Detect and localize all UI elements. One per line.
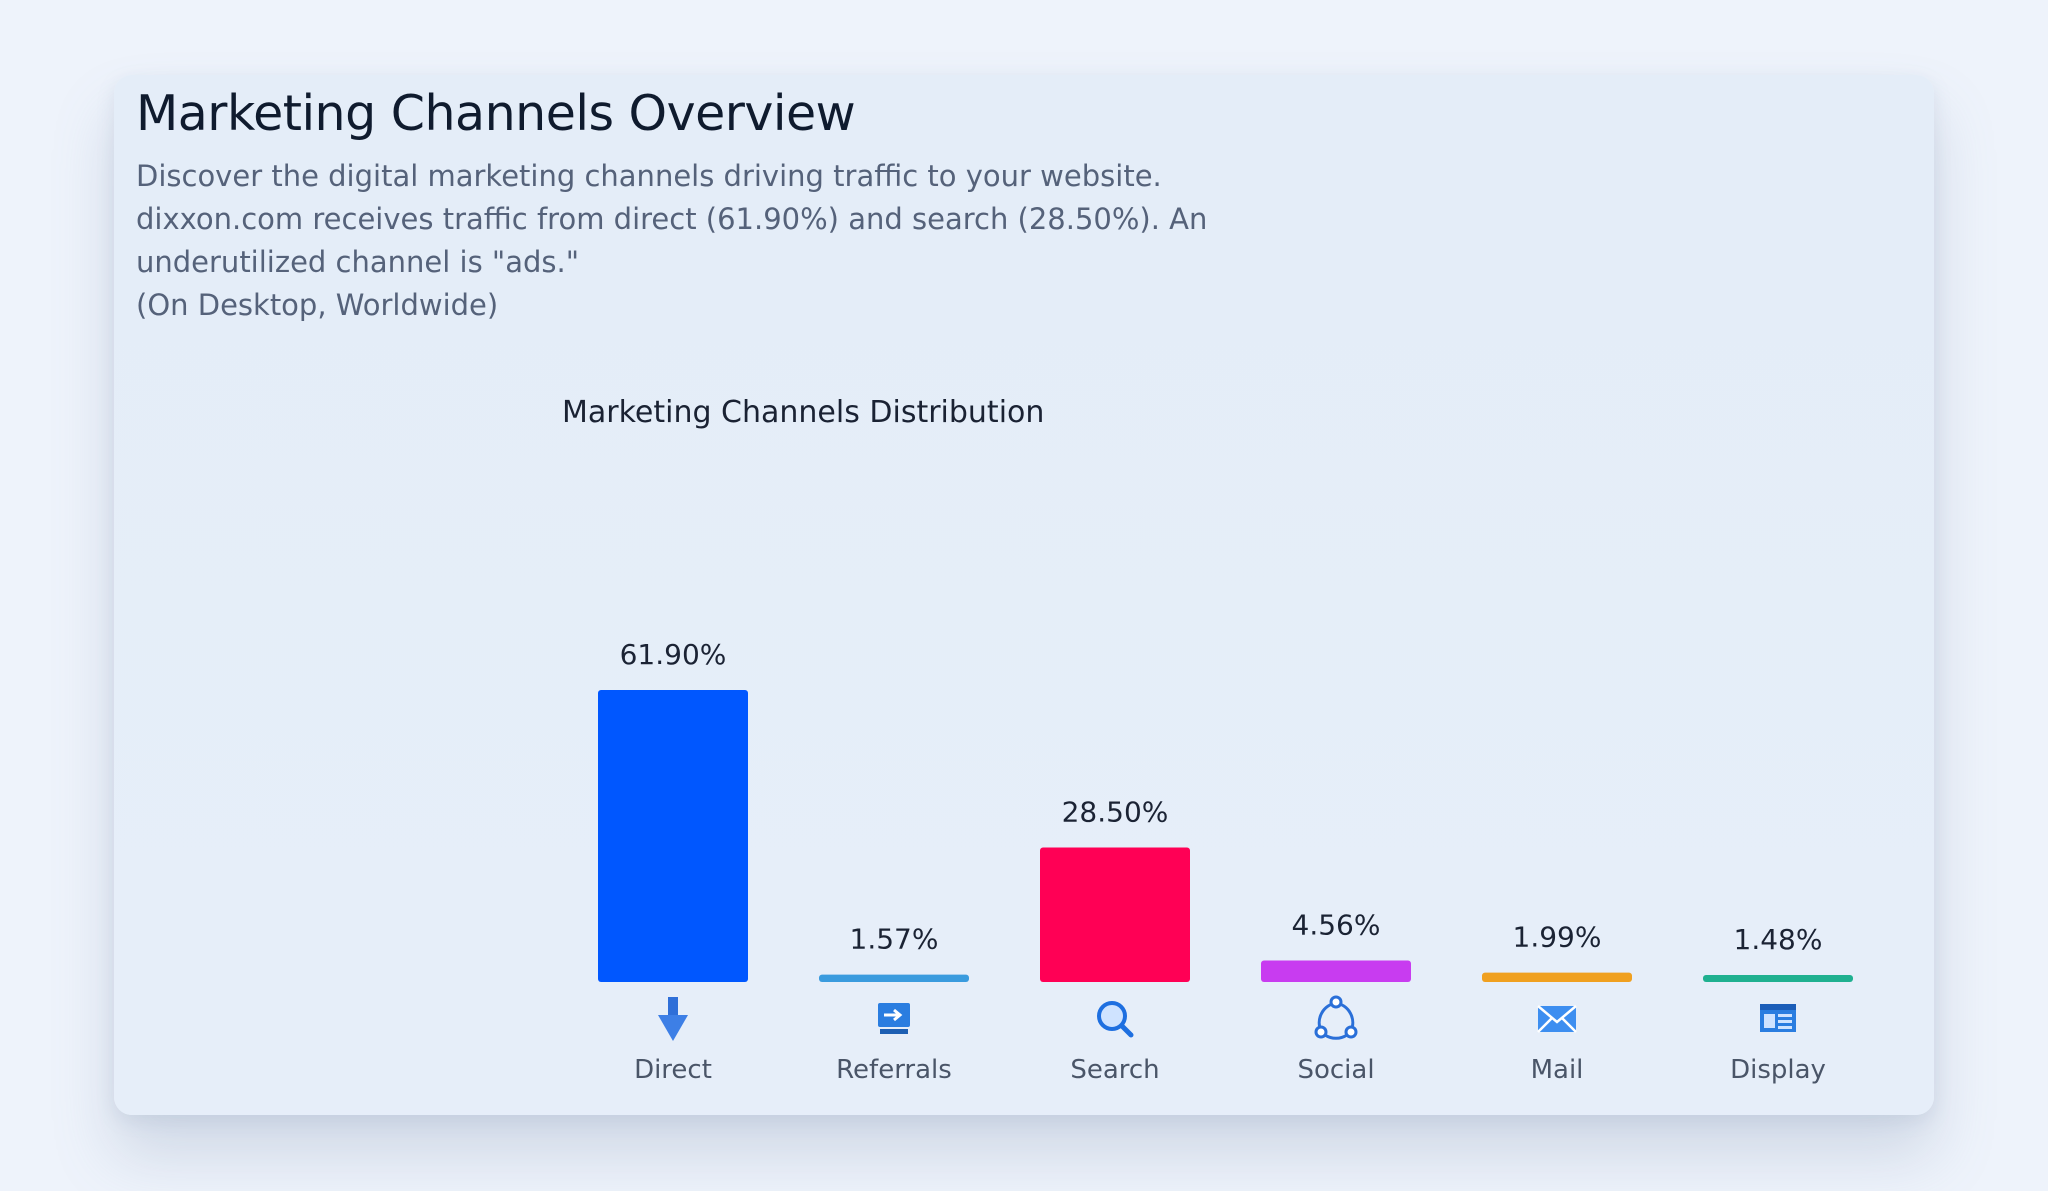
bar-referrals[interactable] [819,974,969,982]
mail-icon [1537,1005,1577,1033]
marketing-channels-card: Marketing Channels Overview Discover the… [114,75,1934,1115]
bar-value-label-direct: 61.90% [620,638,727,671]
bar-value-label-mail: 1.99% [1513,921,1602,954]
card-description: Discover the digital marketing channels … [136,159,1208,279]
category-label-display: Display [1730,1055,1826,1085]
category-label-referrals: Referrals [836,1055,952,1085]
bar-search[interactable] [1040,847,1190,982]
bar-mail[interactable] [1482,972,1632,982]
category-label-mail: Mail [1531,1055,1584,1085]
bar-value-label-social: 4.56% [1292,908,1381,941]
category-label-search: Search [1070,1055,1159,1085]
bar-value-label-display: 1.48% [1734,923,1823,956]
bar-value-label-referrals: 1.57% [850,923,939,956]
social-share-icon [1314,995,1358,1040]
card-title: Marketing Channels Overview [136,85,856,142]
category-label-direct: Direct [634,1055,712,1085]
search-icon [1097,1001,1134,1038]
arrow-down-icon [658,997,688,1041]
bar-social[interactable] [1261,960,1411,982]
referral-screen-icon [878,1003,910,1034]
bar-display[interactable] [1703,975,1853,982]
bar-value-label-search: 28.50% [1062,796,1169,829]
category-label-social: Social [1297,1055,1374,1085]
display-icon [1760,1004,1796,1032]
bar-direct[interactable] [598,690,748,982]
chart-title: Marketing Channels Distribution [562,395,1045,430]
card-scope-note: (On Desktop, Worldwide) [136,288,499,322]
